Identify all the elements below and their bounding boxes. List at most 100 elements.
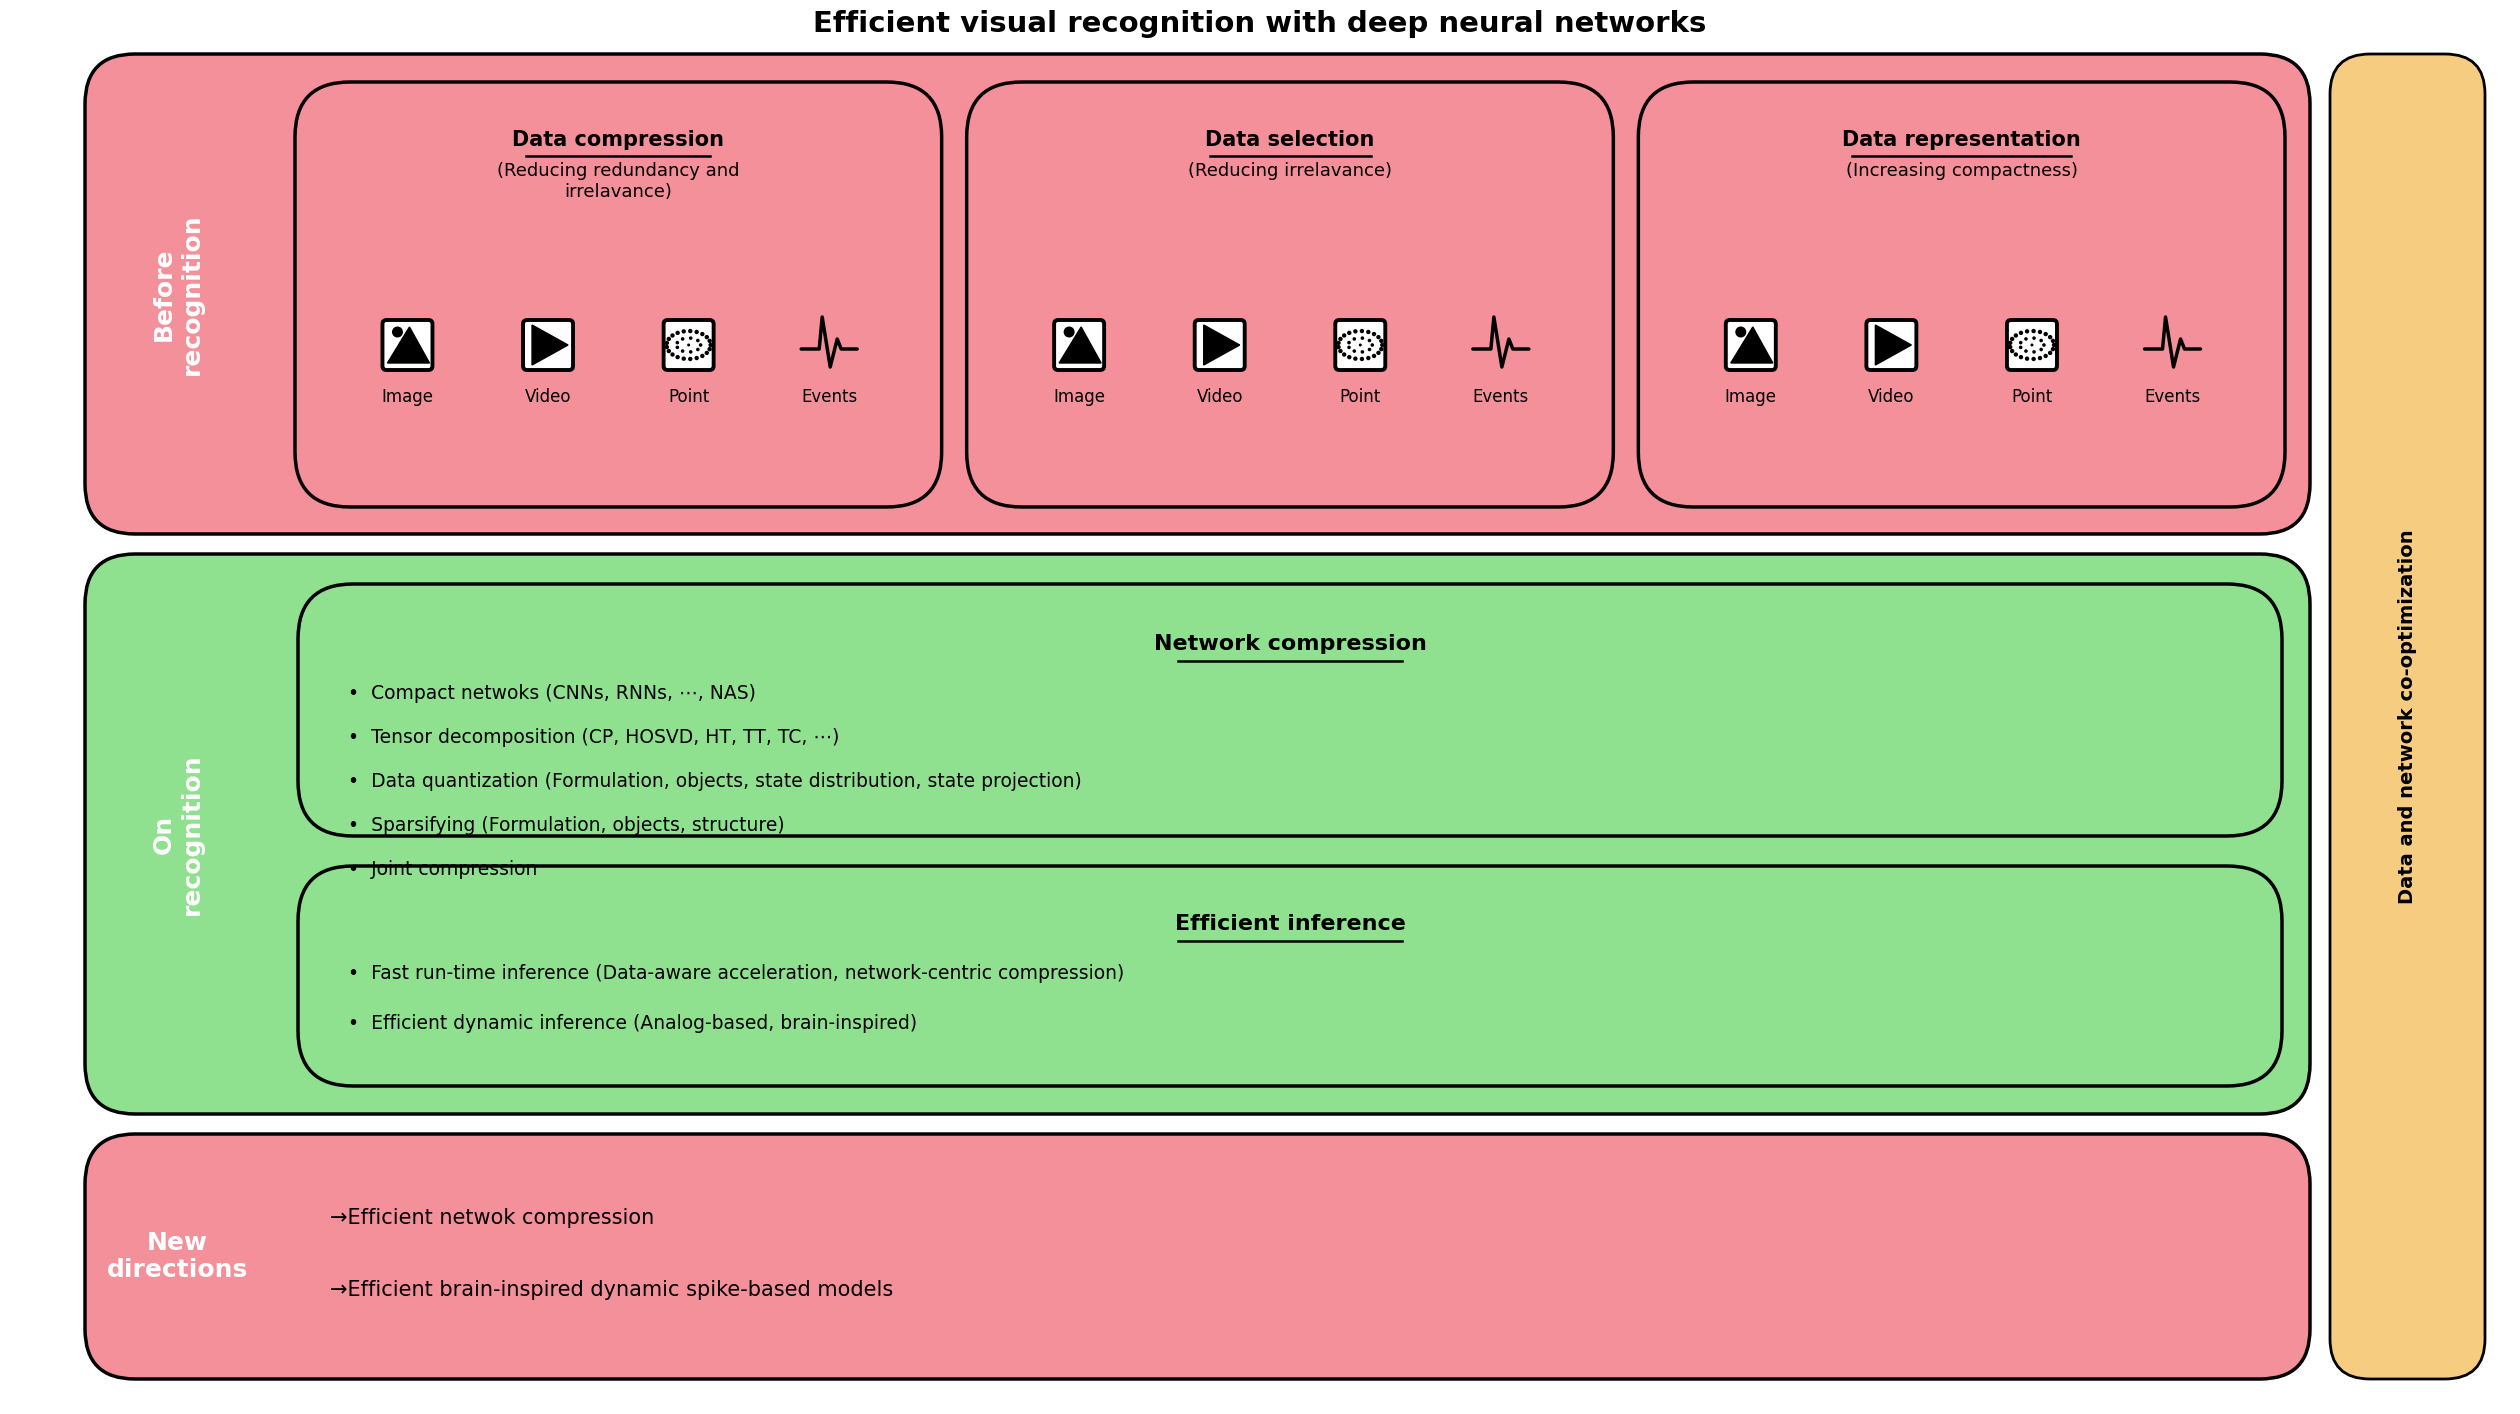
Circle shape [675, 355, 680, 359]
Polygon shape [1875, 325, 1910, 365]
FancyBboxPatch shape [2006, 320, 2056, 370]
Circle shape [680, 356, 685, 361]
Text: (Reducing irrelavance): (Reducing irrelavance) [1187, 163, 1391, 180]
Polygon shape [532, 325, 567, 365]
Circle shape [1381, 342, 1383, 348]
Text: Data compression: Data compression [512, 130, 723, 150]
Circle shape [665, 341, 670, 345]
Circle shape [708, 339, 711, 344]
FancyBboxPatch shape [1053, 320, 1104, 370]
Circle shape [2051, 346, 2056, 351]
Circle shape [701, 354, 706, 358]
FancyBboxPatch shape [1638, 82, 2286, 508]
Text: Efficient visual recognition with deep neural networks: Efficient visual recognition with deep n… [814, 10, 1706, 38]
Circle shape [1338, 337, 1343, 341]
Circle shape [706, 351, 708, 355]
Circle shape [698, 344, 703, 346]
Circle shape [1353, 337, 1356, 341]
Text: (Increasing compactness): (Increasing compactness) [1845, 163, 2076, 180]
Circle shape [2051, 339, 2056, 344]
Text: •  Tensor decomposition (CP, HOSVD, HT, TT, TC, ⋯): • Tensor decomposition (CP, HOSVD, HT, T… [348, 728, 839, 747]
Circle shape [2019, 345, 2024, 349]
Circle shape [1368, 348, 1371, 351]
Circle shape [2041, 344, 2046, 346]
Text: On
recognition: On recognition [151, 754, 204, 915]
Text: New
directions: New directions [106, 1230, 247, 1282]
Circle shape [2039, 339, 2044, 342]
Circle shape [1348, 341, 1351, 345]
Text: •  Efficient dynamic inference (Analog-based, brain-inspired): • Efficient dynamic inference (Analog-ba… [348, 1014, 917, 1034]
Circle shape [708, 346, 711, 351]
Polygon shape [408, 329, 426, 363]
Circle shape [688, 329, 693, 334]
Circle shape [1361, 329, 1363, 334]
Circle shape [675, 331, 680, 335]
Circle shape [2019, 341, 2024, 345]
Circle shape [2019, 355, 2024, 359]
Circle shape [701, 332, 706, 337]
Circle shape [393, 327, 403, 338]
Circle shape [1063, 327, 1074, 338]
FancyBboxPatch shape [1194, 320, 1245, 370]
Circle shape [1366, 329, 1371, 334]
Circle shape [1378, 339, 1383, 344]
Circle shape [1371, 354, 1376, 358]
Circle shape [2013, 352, 2019, 356]
Polygon shape [1731, 327, 1772, 363]
Text: Data and network co-optimization: Data and network co-optimization [2399, 529, 2417, 904]
Polygon shape [1751, 329, 1769, 363]
Circle shape [2031, 351, 2036, 354]
Circle shape [2039, 348, 2044, 351]
Circle shape [670, 334, 675, 338]
Text: Video: Video [1867, 387, 1915, 406]
Circle shape [696, 329, 698, 334]
Circle shape [2031, 329, 2036, 334]
FancyBboxPatch shape [297, 865, 2283, 1086]
Circle shape [1736, 327, 1746, 338]
Text: Video: Video [524, 387, 572, 406]
Text: →Efficient brain-inspired dynamic spike-based models: →Efficient brain-inspired dynamic spike-… [330, 1281, 892, 1301]
Circle shape [2044, 354, 2049, 358]
Circle shape [665, 345, 670, 349]
FancyBboxPatch shape [968, 82, 1613, 508]
FancyBboxPatch shape [297, 584, 2283, 836]
Circle shape [1371, 344, 1373, 346]
Circle shape [688, 356, 693, 361]
Text: Efficient inference: Efficient inference [1174, 913, 1406, 935]
FancyBboxPatch shape [86, 1134, 2311, 1379]
Circle shape [1336, 341, 1341, 345]
Circle shape [696, 348, 701, 351]
Text: Video: Video [1197, 387, 1242, 406]
Circle shape [688, 337, 693, 339]
Text: Network compression: Network compression [1154, 633, 1426, 655]
Circle shape [1376, 335, 1381, 339]
Circle shape [680, 349, 685, 354]
Circle shape [1358, 344, 1361, 346]
Circle shape [2031, 344, 2034, 346]
Circle shape [2031, 356, 2036, 361]
Circle shape [2049, 335, 2051, 339]
FancyBboxPatch shape [86, 54, 2311, 534]
Circle shape [2039, 356, 2041, 361]
Circle shape [696, 356, 698, 361]
Circle shape [680, 329, 685, 334]
Circle shape [2011, 349, 2013, 354]
Polygon shape [388, 327, 428, 363]
Text: Before
recognition: Before recognition [151, 214, 204, 375]
Circle shape [2049, 351, 2051, 355]
FancyBboxPatch shape [86, 554, 2311, 1114]
Circle shape [2044, 332, 2049, 337]
Text: •  Data quantization (Formulation, objects, state distribution, state projection: • Data quantization (Formulation, object… [348, 772, 1081, 790]
Circle shape [2051, 342, 2056, 348]
Circle shape [1336, 345, 1341, 349]
Circle shape [668, 349, 670, 354]
Circle shape [1343, 352, 1346, 356]
Text: Image: Image [1053, 387, 1106, 406]
Circle shape [1353, 356, 1358, 361]
FancyBboxPatch shape [663, 320, 713, 370]
Polygon shape [1081, 329, 1099, 363]
Circle shape [680, 337, 685, 341]
FancyBboxPatch shape [295, 82, 942, 508]
Text: Data selection: Data selection [1205, 130, 1376, 150]
Circle shape [688, 351, 693, 354]
